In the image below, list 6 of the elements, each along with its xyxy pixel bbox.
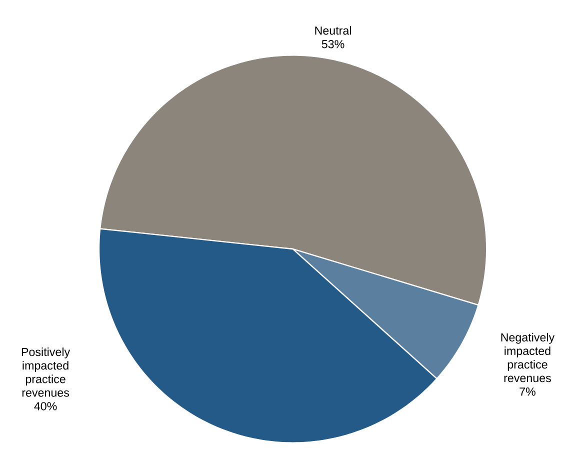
data-label: 53% bbox=[322, 40, 344, 48]
slice-label: Positively impacted practice revenues bbox=[22, 348, 70, 397]
data-label: 40% bbox=[34, 402, 57, 410]
data-label: 7% bbox=[520, 388, 536, 396]
slice-label: Neutral bbox=[315, 26, 351, 35]
slice-label: Negatively impacted practice revenues bbox=[501, 332, 555, 382]
